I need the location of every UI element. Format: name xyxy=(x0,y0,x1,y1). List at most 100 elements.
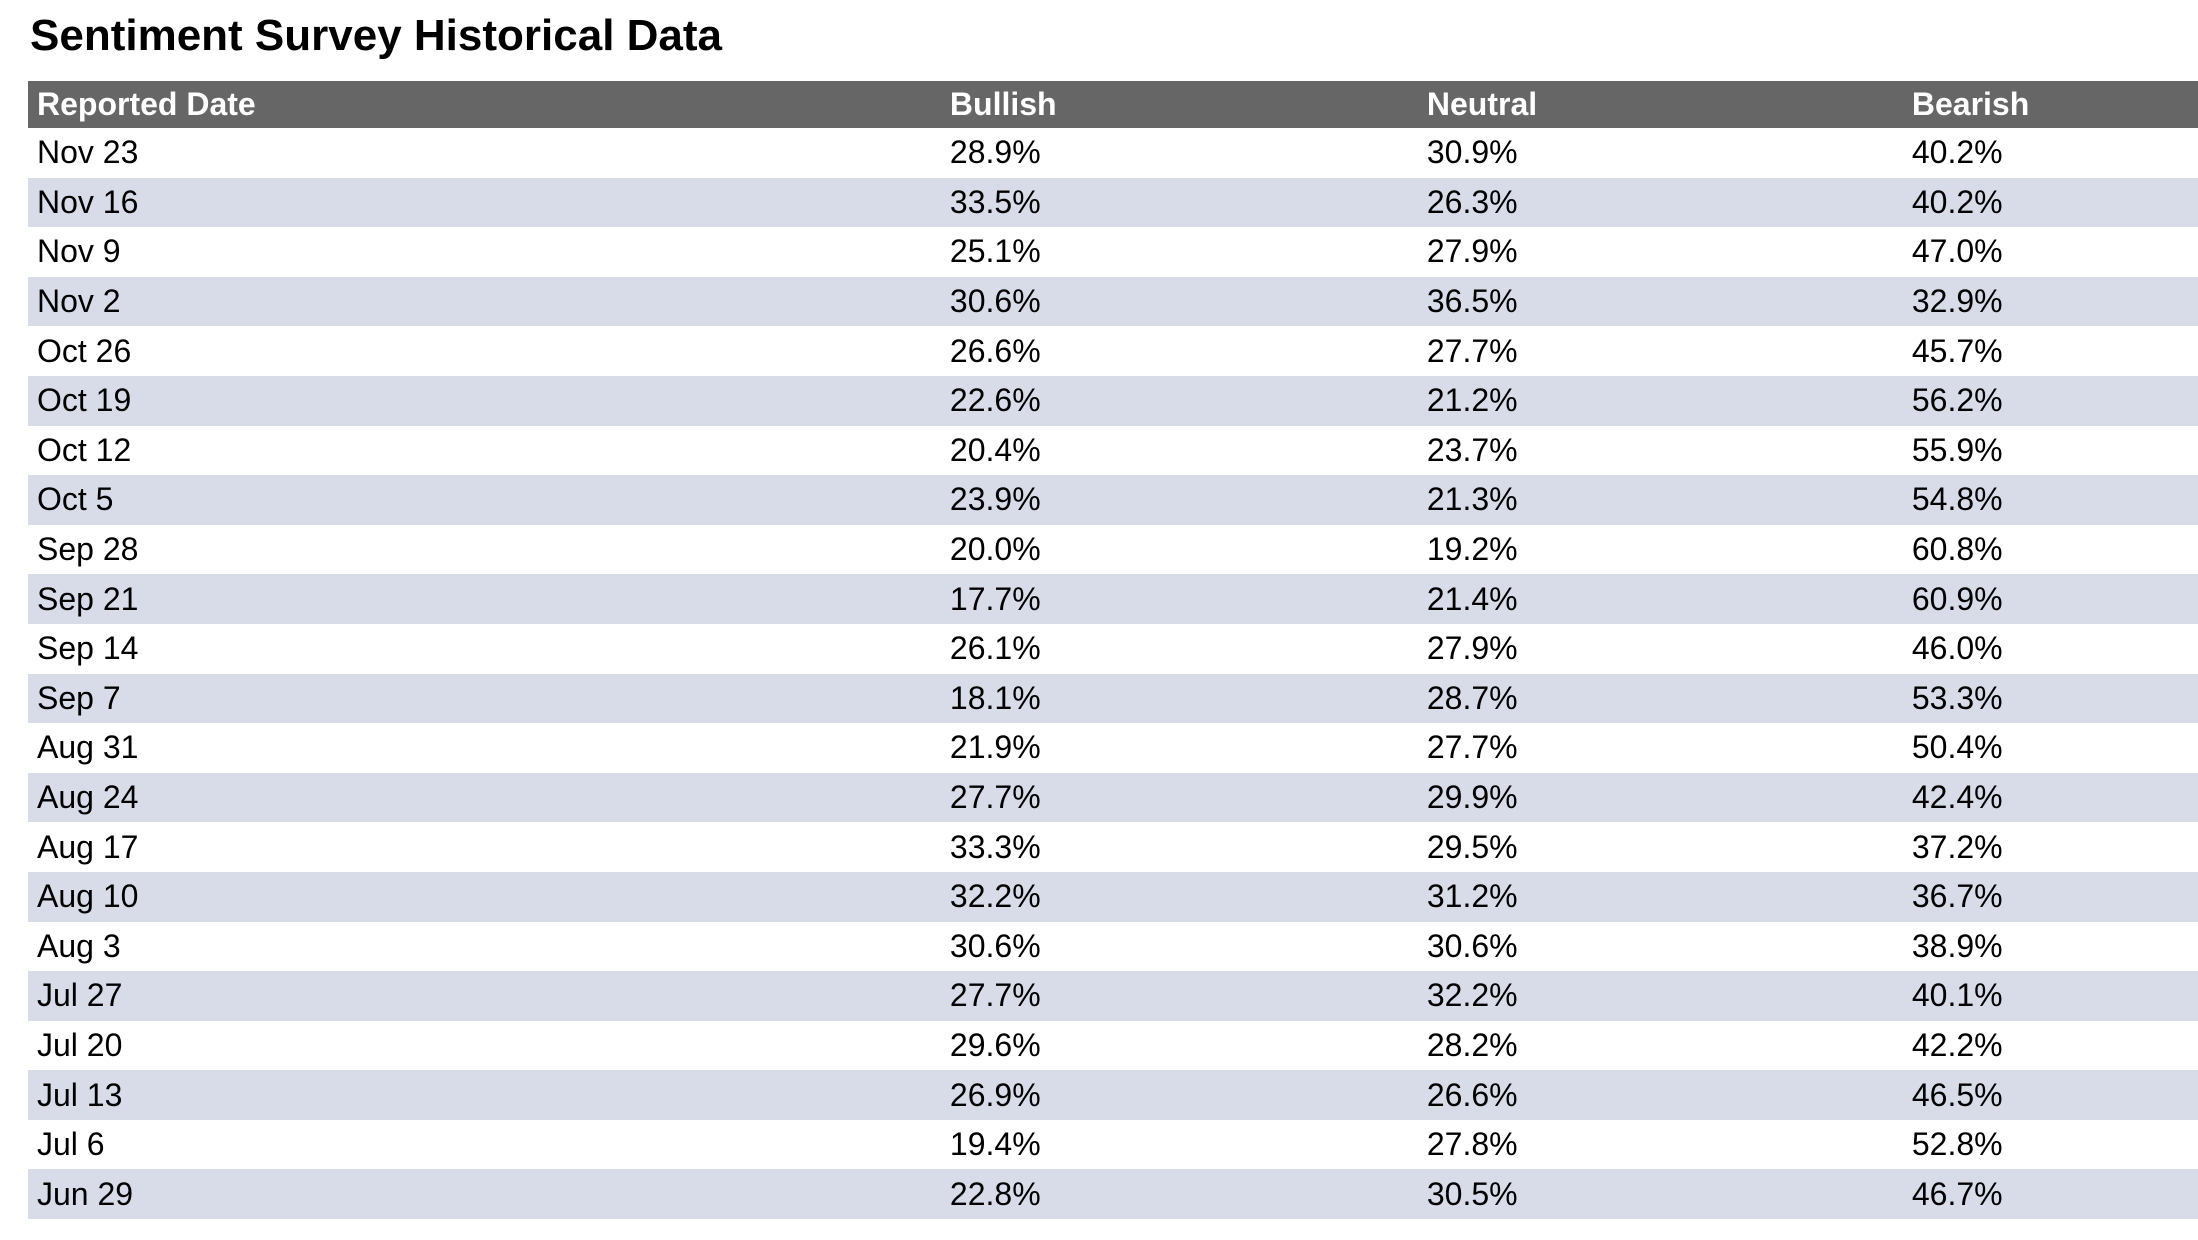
cell-bearish: 60.8% xyxy=(1911,531,2003,568)
cell-date: Sep 7 xyxy=(37,679,121,716)
cell-bearish: 47.0% xyxy=(1911,233,2003,270)
cell-neutral: 30.9% xyxy=(1426,134,1518,171)
table-row: Aug 3 30.6% 30.6% 38.9% xyxy=(28,921,2198,972)
cell-bearish: 32.9% xyxy=(1911,283,2003,320)
table-row: Sep 14 26.1% 27.9% 46.0% xyxy=(28,623,2198,674)
cell-date: Jul 13 xyxy=(37,1076,123,1113)
cell-bullish: 27.7% xyxy=(949,977,1041,1014)
cell-date: Jul 6 xyxy=(37,1126,105,1163)
cell-bullish: 23.9% xyxy=(949,481,1041,518)
table-row: Aug 17 33.3% 29.5% 37.2% xyxy=(28,822,2198,872)
cell-bearish: 42.4% xyxy=(1911,779,2003,816)
cell-date: Sep 14 xyxy=(37,630,139,667)
cell-neutral: 26.6% xyxy=(1426,1076,1518,1113)
cell-date: Aug 24 xyxy=(37,779,139,816)
cell-bullish: 33.5% xyxy=(949,183,1041,220)
cell-date: Oct 12 xyxy=(37,431,132,468)
cell-bearish: 46.0% xyxy=(1911,630,2003,667)
cell-neutral: 29.9% xyxy=(1426,779,1518,816)
column-header-neutral: Neutral xyxy=(1417,81,1903,128)
cell-neutral: 21.2% xyxy=(1426,382,1518,419)
cell-neutral: 21.4% xyxy=(1426,580,1518,617)
cell-neutral: 21.3% xyxy=(1426,481,1518,518)
cell-date: Jul 20 xyxy=(37,1026,123,1063)
cell-bullish: 30.6% xyxy=(949,283,1041,320)
cell-date: Sep 21 xyxy=(37,580,139,617)
cell-neutral: 29.5% xyxy=(1426,828,1518,865)
table-row: Jul 13 26.9% 26.6% 46.5% xyxy=(28,1070,2198,1120)
cell-bullish: 20.0% xyxy=(949,531,1041,568)
cell-neutral: 19.2% xyxy=(1426,531,1518,568)
table-row: Aug 24 27.7% 29.9% 42.4% xyxy=(28,772,2198,823)
cell-neutral: 27.9% xyxy=(1426,630,1518,667)
cell-neutral: 23.7% xyxy=(1426,431,1518,468)
cell-neutral: 31.2% xyxy=(1426,878,1518,915)
cell-bearish: 53.3% xyxy=(1911,679,2003,716)
cell-neutral: 26.3% xyxy=(1426,183,1518,220)
cell-bullish: 27.7% xyxy=(949,779,1041,816)
cell-bullish: 20.4% xyxy=(949,431,1041,468)
cell-bearish: 42.2% xyxy=(1911,1026,2003,1063)
table-row: Aug 10 32.2% 31.2% 36.7% xyxy=(28,871,2198,922)
table-row: Oct 26 26.6% 27.7% 45.7% xyxy=(28,326,2198,376)
column-header-bearish: Bearish xyxy=(1902,81,2198,128)
cell-bullish: 26.6% xyxy=(949,332,1041,369)
cell-bearish: 46.5% xyxy=(1911,1076,2003,1113)
table-row: Jun 29 22.8% 30.5% 46.7% xyxy=(28,1169,2198,1220)
cell-bullish: 30.6% xyxy=(949,927,1041,964)
cell-neutral: 27.9% xyxy=(1426,233,1518,270)
cell-bearish: 36.7% xyxy=(1911,878,2003,915)
cell-bullish: 18.1% xyxy=(949,679,1041,716)
table-row: Nov 2 30.6% 36.5% 32.9% xyxy=(28,276,2198,327)
cell-date: Aug 31 xyxy=(37,729,139,766)
cell-bullish: 22.8% xyxy=(949,1175,1041,1212)
cell-date: Oct 19 xyxy=(37,382,132,419)
cell-bullish: 25.1% xyxy=(949,233,1041,270)
table-header-row: Reported Date Bullish Neutral Bearish xyxy=(28,81,2198,128)
cell-bearish: 52.8% xyxy=(1911,1126,2003,1163)
table-row: Oct 12 20.4% 23.7% 55.9% xyxy=(28,425,2198,476)
cell-date: Jul 27 xyxy=(37,977,123,1014)
cell-bullish: 19.4% xyxy=(949,1126,1041,1163)
cell-bullish: 32.2% xyxy=(949,878,1041,915)
cell-bullish: 26.9% xyxy=(949,1076,1041,1113)
table-row: Sep 7 18.1% 28.7% 53.3% xyxy=(28,673,2198,724)
sentiment-history-table: Reported Date Bullish Neutral Bearish Nov 2… xyxy=(28,81,2198,1220)
cell-date: Oct 26 xyxy=(37,332,132,369)
cell-bullish: 29.6% xyxy=(949,1026,1041,1063)
cell-neutral: 27.8% xyxy=(1426,1126,1518,1163)
cell-date: Aug 10 xyxy=(37,878,139,915)
table-row: Oct 19 22.6% 21.2% 56.2% xyxy=(28,375,2198,426)
cell-bearish: 40.2% xyxy=(1911,183,2003,220)
table-row: Nov 16 33.5% 26.3% 40.2% xyxy=(28,177,2198,228)
cell-bearish: 54.8% xyxy=(1911,481,2003,518)
cell-neutral: 36.5% xyxy=(1426,283,1518,320)
table-row: Oct 5 23.9% 21.3% 54.8% xyxy=(28,475,2198,525)
cell-bearish: 60.9% xyxy=(1911,580,2003,617)
table-row: Sep 28 20.0% 19.2% 60.8% xyxy=(28,524,2198,575)
cell-bearish: 37.2% xyxy=(1911,828,2003,865)
table-row: Nov 9 25.1% 27.9% 47.0% xyxy=(28,227,2198,277)
table-row: Nov 23 28.9% 30.9% 40.2% xyxy=(28,128,2198,178)
cell-date: Aug 17 xyxy=(37,828,139,865)
cell-date: Oct 5 xyxy=(37,481,114,518)
cell-date: Nov 2 xyxy=(37,283,121,320)
cell-bearish: 50.4% xyxy=(1911,729,2003,766)
cell-bullish: 17.7% xyxy=(949,580,1041,617)
table-row: Aug 31 21.9% 27.7% 50.4% xyxy=(28,723,2198,773)
cell-bearish: 56.2% xyxy=(1911,382,2003,419)
cell-neutral: 30.6% xyxy=(1426,927,1518,964)
column-header-bullish: Bullish xyxy=(940,81,1418,128)
cell-bearish: 46.7% xyxy=(1911,1175,2003,1212)
cell-bullish: 21.9% xyxy=(949,729,1041,766)
cell-bullish: 22.6% xyxy=(949,382,1041,419)
column-header-reported-date: Reported Date xyxy=(28,81,941,128)
cell-neutral: 32.2% xyxy=(1426,977,1518,1014)
cell-bearish: 55.9% xyxy=(1911,431,2003,468)
cell-bearish: 40.1% xyxy=(1911,977,2003,1014)
table-row: Jul 27 27.7% 32.2% 40.1% xyxy=(28,971,2198,1021)
cell-date: Nov 16 xyxy=(37,183,139,220)
cell-bearish: 38.9% xyxy=(1911,927,2003,964)
cell-neutral: 30.5% xyxy=(1426,1175,1518,1212)
cell-neutral: 28.7% xyxy=(1426,679,1518,716)
